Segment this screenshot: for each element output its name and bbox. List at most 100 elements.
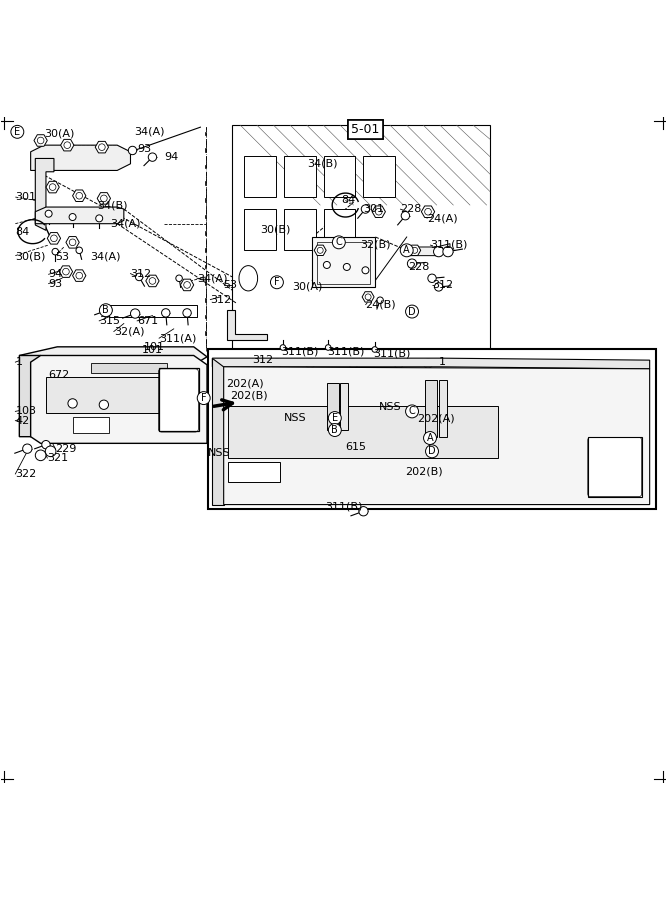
Text: E: E [14,127,21,137]
Circle shape [52,248,59,255]
Text: 615: 615 [346,442,366,452]
Circle shape [443,247,453,256]
Polygon shape [314,245,326,256]
Bar [243,156,275,197]
Circle shape [434,247,444,256]
Circle shape [64,142,71,148]
Text: 94: 94 [164,152,178,162]
Polygon shape [422,206,435,218]
Text: 312: 312 [432,280,453,290]
Circle shape [434,283,443,291]
Circle shape [362,266,369,274]
Circle shape [128,147,137,155]
Circle shape [76,193,83,199]
Text: 301: 301 [15,192,36,202]
Polygon shape [372,206,386,218]
Text: 34(A): 34(A) [111,219,141,229]
Text: 312: 312 [210,294,231,304]
Circle shape [183,309,191,317]
Text: 94: 94 [49,269,63,279]
Text: 322: 322 [15,469,37,479]
Polygon shape [97,193,111,204]
Text: 1: 1 [15,357,22,367]
Polygon shape [35,207,124,224]
Circle shape [362,205,370,213]
Text: 34(B): 34(B) [307,158,338,169]
Circle shape [183,282,190,288]
Bar [426,380,438,436]
Text: 311(B): 311(B) [325,501,363,511]
Bar [159,368,199,431]
Bar [323,209,356,250]
Bar [317,242,370,284]
Text: E: E [331,413,338,423]
Text: 321: 321 [47,453,69,463]
Polygon shape [66,237,79,248]
Text: 202(B): 202(B) [406,466,443,476]
Circle shape [161,309,170,317]
Text: 202(A): 202(A) [225,378,263,389]
Text: D: D [428,446,436,456]
Circle shape [45,211,52,217]
Text: 311(B): 311(B) [374,348,411,358]
Text: 312: 312 [131,268,151,279]
Bar [439,380,447,436]
Polygon shape [35,158,54,230]
Text: 228: 228 [400,204,422,214]
Text: 311(B): 311(B) [281,346,319,356]
Circle shape [35,450,46,461]
Circle shape [344,264,350,271]
Text: 53: 53 [223,280,237,290]
Text: A: A [427,433,434,443]
Polygon shape [95,141,109,153]
Polygon shape [212,358,650,369]
Text: 301: 301 [364,204,384,214]
Text: B: B [103,305,109,315]
Text: 42: 42 [15,416,29,426]
Text: 53: 53 [55,252,69,262]
Text: 202(B): 202(B) [230,391,268,401]
Text: F: F [201,393,207,403]
Polygon shape [146,275,159,287]
Bar [243,209,275,250]
Circle shape [149,277,156,284]
Text: 101: 101 [144,342,165,352]
Text: 202(A): 202(A) [417,413,454,423]
Bar [73,417,109,434]
Circle shape [305,359,315,368]
Bar [327,383,339,430]
Polygon shape [223,367,650,505]
Circle shape [69,213,76,220]
Text: 93: 93 [49,279,63,289]
Ellipse shape [239,266,257,291]
Text: 1: 1 [439,357,446,367]
Text: 30(B): 30(B) [260,224,291,234]
Circle shape [99,144,105,150]
Circle shape [372,346,378,352]
Polygon shape [406,244,450,256]
Text: 30(A): 30(A) [292,282,323,292]
Text: 34(A): 34(A) [197,274,227,284]
Circle shape [377,297,384,303]
Circle shape [51,235,57,242]
Text: 101: 101 [142,346,163,356]
Polygon shape [362,292,374,302]
Bar [364,156,396,197]
Text: 5-01: 5-01 [352,122,380,136]
Circle shape [317,248,323,253]
Circle shape [412,248,418,253]
Text: 32(B): 32(B) [360,240,391,250]
Text: 34(B): 34(B) [97,200,127,210]
Polygon shape [212,358,223,505]
Circle shape [424,359,433,368]
Polygon shape [19,346,207,364]
Text: 672: 672 [49,371,70,381]
Text: 5-01: 5-01 [352,122,380,136]
Polygon shape [46,181,59,193]
Bar [228,462,280,482]
Polygon shape [31,356,207,444]
Text: C: C [409,407,416,417]
Polygon shape [227,310,267,340]
Circle shape [135,274,143,281]
Circle shape [76,273,83,279]
